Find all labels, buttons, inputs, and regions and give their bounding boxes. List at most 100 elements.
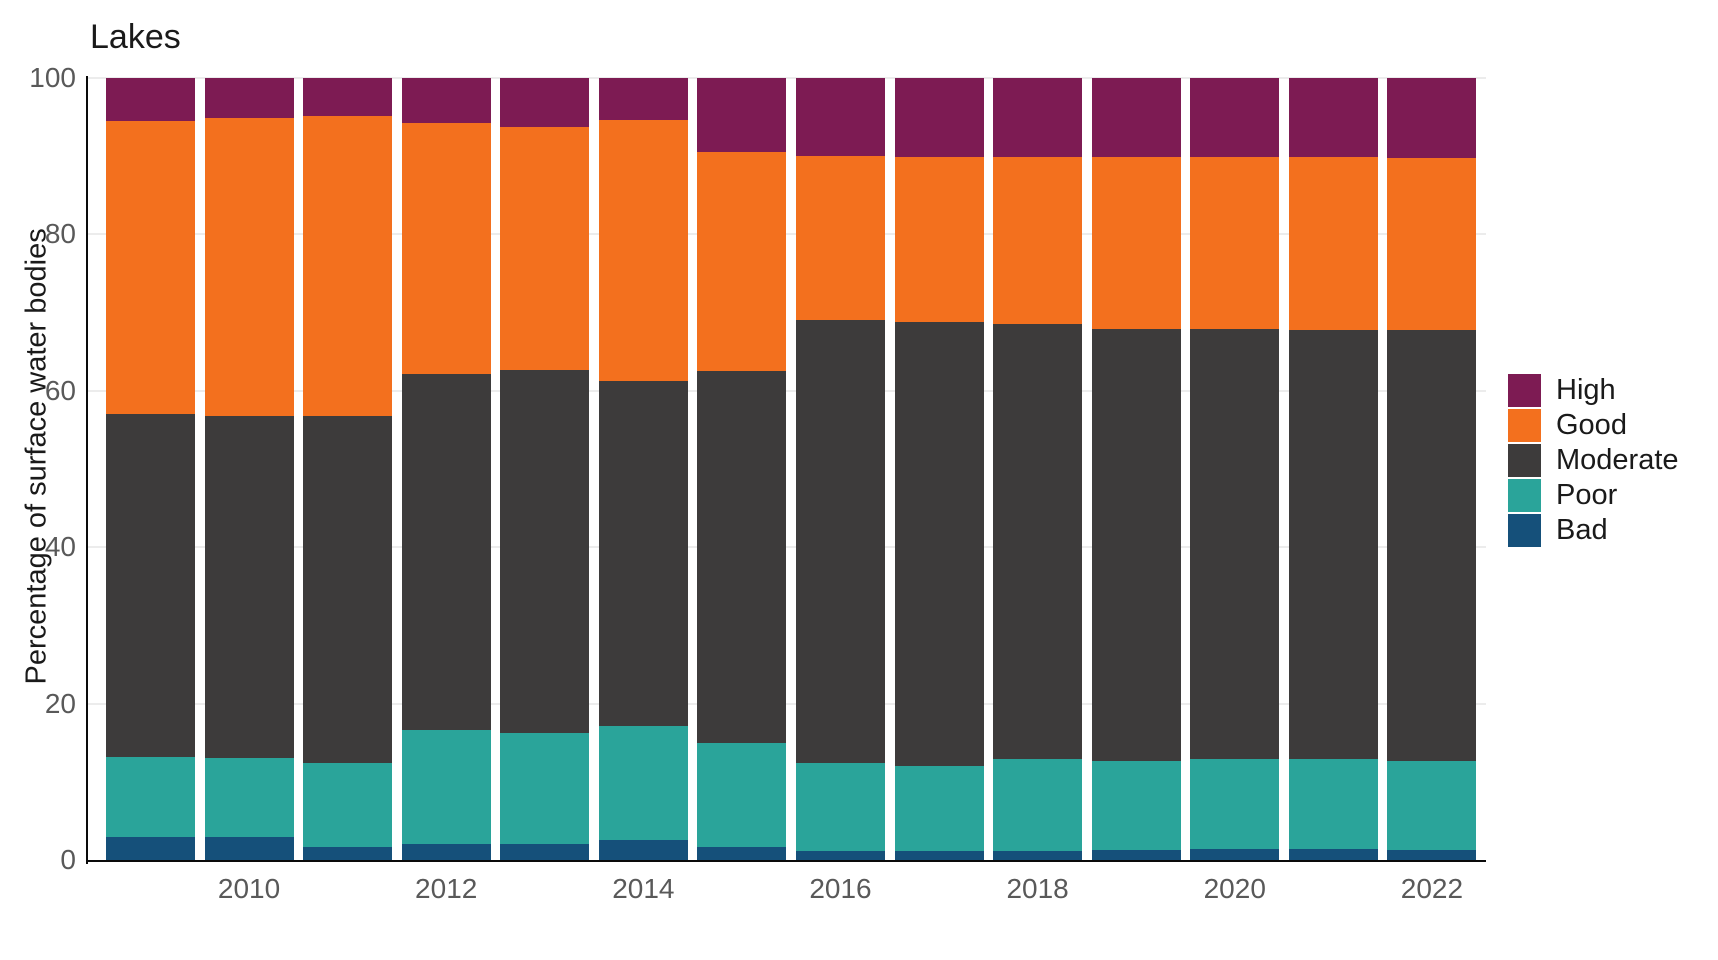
legend-label-poor: Poor: [1556, 479, 1618, 511]
bar-segment-poor-2021: [1288, 759, 1378, 850]
legend-item-bad: Bad: [1508, 514, 1679, 547]
bar-segment-poor-2020: [1190, 759, 1280, 850]
bar-segment-good-2011: [303, 116, 393, 416]
bar-segment-bad-2014: [598, 840, 688, 860]
bar-segment-high-2009: [106, 78, 195, 121]
y-tick-label-20: 20: [44, 687, 76, 719]
bar-segment-good-2016: [795, 156, 885, 320]
bar-segment-high-2012: [401, 78, 491, 123]
bar-segment-bad-2017: [894, 850, 984, 860]
bar-segment-moderate-2013: [500, 370, 590, 734]
bar-segment-moderate-2021: [1288, 329, 1378, 760]
legend-item-good: Good: [1508, 409, 1679, 442]
legend-label-bad: Bad: [1556, 514, 1608, 546]
bar-segment-bad-2012: [401, 844, 491, 860]
bar-segment-good-2020: [1190, 156, 1280, 329]
y-axis-line: [86, 76, 88, 864]
bar-segment-poor-2019: [1091, 760, 1181, 850]
x-tick-label-2022: 2022: [1400, 873, 1464, 904]
bar-segment-poor-2016: [795, 763, 885, 851]
bar-segment-good-2017: [894, 156, 984, 322]
bar-segment-moderate-2017: [894, 321, 984, 767]
legend-swatch-bad: [1508, 514, 1541, 547]
bar-segment-high-2017: [894, 78, 984, 157]
bar-segment-moderate-2010: [204, 415, 294, 759]
bar-segment-bad-2009: [106, 837, 195, 860]
bar-segment-poor-2022: [1387, 760, 1477, 850]
bar-segment-good-2009: [106, 121, 195, 415]
bar-segment-good-2010: [204, 117, 294, 416]
y-tick-label-60: 60: [44, 374, 76, 406]
bar-segment-high-2013: [500, 78, 590, 128]
y-tick-label-80: 80: [44, 218, 76, 250]
bar-segment-good-2015: [697, 152, 787, 372]
bar-segment-good-2022: [1387, 157, 1477, 330]
legend-label-high: High: [1556, 374, 1616, 406]
bar-segment-high-2022: [1387, 78, 1477, 158]
bar-segment-moderate-2009: [106, 414, 195, 757]
bar-segment-moderate-2018: [993, 323, 1083, 760]
bar-segment-moderate-2022: [1387, 329, 1477, 761]
bar-segment-poor-2017: [894, 766, 984, 851]
bar-segment-moderate-2015: [697, 371, 787, 743]
bar-segment-good-2021: [1288, 156, 1378, 330]
x-tick-label-2010: 2010: [217, 873, 281, 904]
bar-segment-high-2021: [1288, 78, 1378, 157]
bar-segment-poor-2012: [401, 730, 491, 845]
legend-swatch-moderate: [1508, 444, 1541, 477]
bar-segment-moderate-2014: [598, 380, 688, 727]
x-axis-line: [86, 860, 1486, 862]
bar-segment-poor-2015: [697, 742, 787, 848]
bar-segment-poor-2011: [303, 763, 393, 847]
bar-segment-good-2018: [993, 156, 1083, 324]
bar-segment-moderate-2016: [795, 319, 885, 764]
bar-segment-high-2019: [1091, 78, 1181, 157]
bar-segment-bad-2020: [1190, 849, 1280, 860]
bar-segment-good-2013: [500, 127, 590, 371]
bar-segment-bad-2016: [795, 850, 885, 860]
bar-segment-bad-2011: [303, 846, 393, 860]
legend-label-moderate: Moderate: [1556, 444, 1679, 476]
legend-item-poor: Poor: [1508, 479, 1679, 512]
y-tick-label-40: 40: [44, 531, 76, 563]
bar-segment-high-2011: [303, 78, 393, 117]
legend-label-good: Good: [1556, 409, 1627, 441]
bar-segment-bad-2010: [204, 837, 294, 860]
bar-segment-moderate-2019: [1091, 329, 1181, 761]
bar-segment-moderate-2012: [401, 373, 491, 731]
bar-segment-bad-2013: [500, 844, 590, 860]
bar-segment-high-2020: [1190, 78, 1280, 157]
legend-swatch-poor: [1508, 479, 1541, 512]
bar-segment-high-2010: [204, 78, 294, 118]
bar-segment-bad-2022: [1387, 849, 1477, 860]
legend-swatch-high: [1508, 374, 1541, 407]
bar-segment-bad-2021: [1288, 849, 1378, 860]
legend: High Good Moderate Poor Bad: [1508, 374, 1679, 549]
bar-segment-poor-2010: [204, 758, 294, 838]
bar-segment-good-2012: [401, 122, 491, 374]
x-tick-label-2012: 2012: [415, 873, 478, 904]
y-tick-label-100: 100: [29, 62, 76, 93]
bar-segment-high-2018: [993, 78, 1083, 157]
x-tick-label-2016: 2016: [809, 873, 872, 904]
bar-segment-moderate-2011: [303, 415, 393, 764]
bar-segment-poor-2009: [106, 756, 195, 838]
x-tick-label-2014: 2014: [612, 873, 675, 904]
bar-segment-high-2015: [697, 78, 787, 153]
bar-segment-poor-2014: [598, 726, 688, 841]
bar-segment-bad-2019: [1091, 849, 1181, 860]
bar-segment-good-2014: [598, 120, 688, 381]
legend-item-moderate: Moderate: [1508, 444, 1679, 477]
bar-segment-poor-2018: [993, 759, 1083, 851]
bar-segment-moderate-2020: [1190, 329, 1280, 760]
bar-segment-high-2014: [598, 78, 688, 121]
bar-segment-poor-2013: [500, 733, 590, 845]
chart-title: Lakes: [90, 18, 181, 56]
bar-segment-high-2016: [795, 78, 885, 157]
bar-segment-good-2019: [1091, 156, 1181, 329]
x-tick-label-2020: 2020: [1203, 873, 1266, 904]
legend-swatch-good: [1508, 409, 1541, 442]
y-tick-label-0: 0: [60, 844, 76, 875]
